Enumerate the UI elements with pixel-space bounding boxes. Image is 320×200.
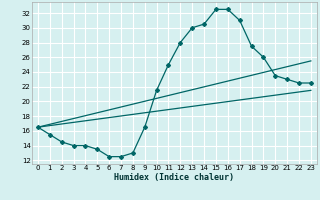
X-axis label: Humidex (Indice chaleur): Humidex (Indice chaleur) — [115, 173, 234, 182]
